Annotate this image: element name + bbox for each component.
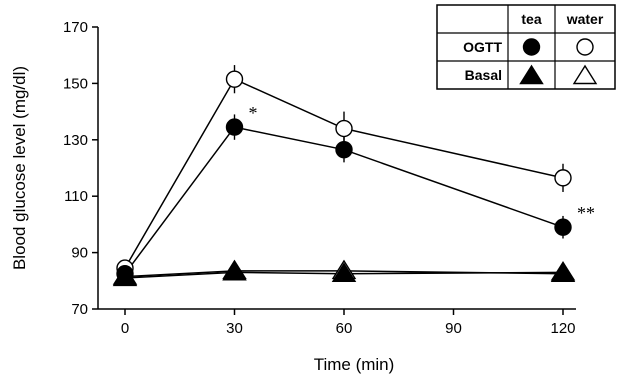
- chart-annotations: ***: [249, 103, 596, 223]
- data-point-basal_tea: [222, 261, 247, 281]
- y-axis-label: Blood glucose level (mg/dl): [10, 66, 29, 270]
- data-point-ogtt_tea: [225, 118, 244, 136]
- legend-column-header: water: [566, 11, 604, 27]
- legend-row-label: Basal: [465, 67, 502, 83]
- legend-marker-basal-tea: [519, 64, 544, 85]
- data-point-ogtt_tea: [554, 218, 572, 236]
- data-point-basal_tea: [331, 262, 357, 282]
- significance-marker: *: [249, 103, 258, 123]
- series-line-ogtt_tea: [124, 126, 564, 275]
- x-tick-label: 120: [550, 320, 575, 337]
- legend-table: tea water OGTT Basal: [436, 4, 616, 90]
- legend-marker-ogtt-tea: [522, 38, 541, 56]
- data-point-ogtt_tea: [116, 265, 134, 283]
- series-ogtt_water: [124, 65, 564, 273]
- y-tick-label: 110: [64, 188, 88, 205]
- y-tick-label: 170: [63, 19, 88, 36]
- x-axis-label: Time (min): [314, 355, 395, 374]
- x-tick-label: 90: [445, 320, 462, 337]
- y-tick-label: 70: [71, 301, 88, 318]
- legend-marker-ogtt-water: [576, 38, 594, 56]
- chart-axes: 70 90 110 130 150 170 0 30 60 90 120: [63, 19, 576, 337]
- x-tick-label: 30: [226, 320, 243, 337]
- series-line-ogtt_water: [124, 78, 564, 269]
- x-tick-label: 60: [336, 320, 353, 337]
- data-point-ogtt_water: [225, 70, 244, 88]
- x-tick-label: 0: [121, 320, 129, 337]
- data-point-ogtt_water: [554, 169, 572, 187]
- series-ogtt_tea: [124, 114, 564, 278]
- data-point-ogtt_tea: [335, 140, 353, 159]
- markers-ogtt_water: [116, 70, 572, 277]
- chart-series: [112, 65, 576, 287]
- y-tick-label: 150: [63, 75, 88, 92]
- y-tick-label: 90: [71, 245, 88, 262]
- data-point-ogtt_water: [335, 119, 353, 138]
- legend-column-header: tea: [521, 11, 541, 27]
- markers-basal_tea: [112, 261, 576, 287]
- markers-ogtt_tea: [116, 118, 572, 283]
- legend-row-label: OGTT: [463, 39, 502, 55]
- y-tick-label: 130: [63, 132, 88, 149]
- series-line-basal_tea: [124, 271, 564, 279]
- data-point-basal_tea: [550, 261, 576, 281]
- legend-marker-basal-water: [572, 64, 598, 85]
- significance-marker: **: [577, 203, 595, 223]
